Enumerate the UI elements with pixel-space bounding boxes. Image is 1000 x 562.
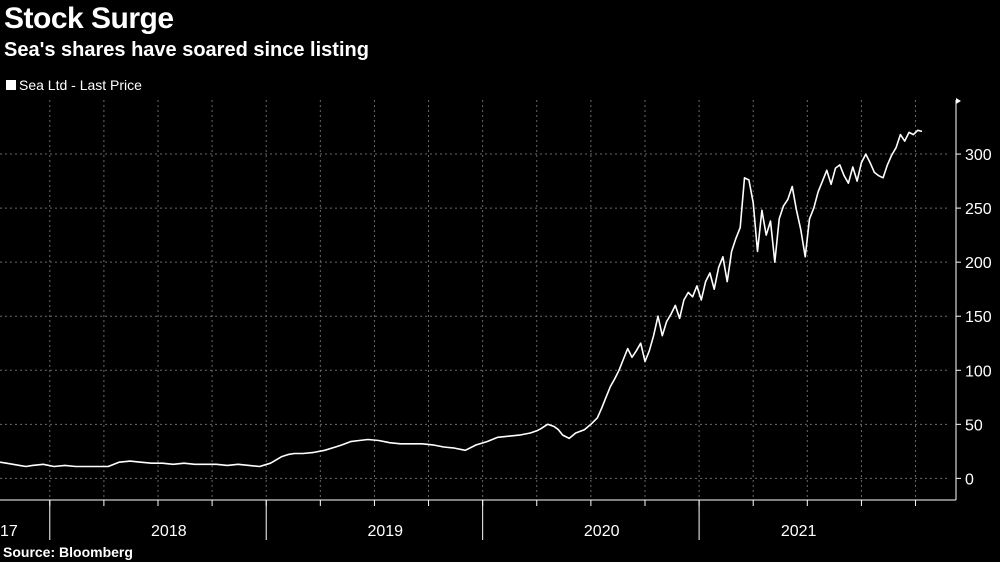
y-tick-labels: 0 50 100 150 200 250 300 bbox=[965, 147, 992, 488]
series-line bbox=[0, 129, 923, 468]
y-tick-label: 50 bbox=[965, 417, 983, 434]
y-axis-arrow-icon bbox=[956, 98, 961, 104]
x-tick-label: 2018 bbox=[151, 523, 187, 540]
axes bbox=[0, 98, 961, 540]
grid bbox=[0, 100, 948, 500]
chart-subtitle: Sea's shares have soared since listing bbox=[4, 39, 369, 61]
x-tick-label: 2021 bbox=[781, 523, 817, 540]
y-tick-label: 0 bbox=[965, 471, 974, 488]
chart-title: Stock Surge bbox=[4, 2, 174, 35]
x-tick-label: 2017 bbox=[0, 523, 18, 540]
source-note: Source: Bloomberg bbox=[3, 544, 133, 560]
y-tick-label: 200 bbox=[965, 255, 992, 272]
series bbox=[0, 129, 923, 468]
y-tick-label: 300 bbox=[965, 147, 992, 164]
y-tick-label: 100 bbox=[965, 363, 992, 380]
y-tick-label: 150 bbox=[965, 309, 992, 326]
x-tick-label: 2019 bbox=[367, 523, 403, 540]
legend-swatch-icon bbox=[6, 80, 16, 90]
legend-label: Sea Ltd - Last Price bbox=[19, 77, 142, 93]
x-tick-labels: 2017 2018 2019 2020 2021 bbox=[0, 523, 817, 540]
y-tick-label: 250 bbox=[965, 201, 992, 218]
x-tick-label: 2020 bbox=[584, 523, 620, 540]
legend: Sea Ltd - Last Price bbox=[6, 76, 142, 94]
